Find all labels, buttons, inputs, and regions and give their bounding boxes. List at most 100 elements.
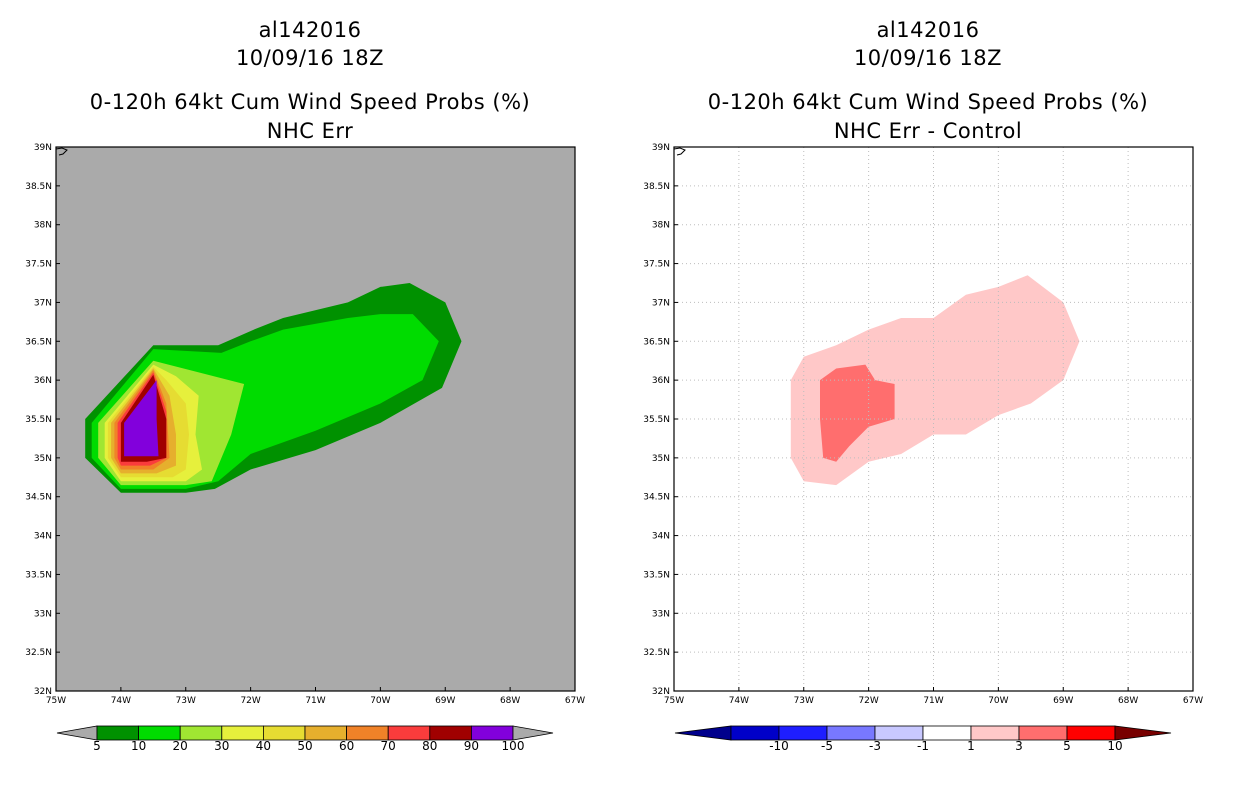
left-y-tick-label: 36N bbox=[34, 376, 52, 386]
left-plot: 75W 74W 73W 72W 71W 70W 69W 68W 67W 32N 32.5N 33N 33… bbox=[25, 143, 585, 706]
left-coastline bbox=[55, 147, 68, 156]
left-colorbar-swatch bbox=[96, 725, 139, 741]
right-colorbar-swatch bbox=[970, 725, 1020, 741]
right-contour-1 bbox=[790, 275, 1080, 486]
right-colorbar-end-arrow bbox=[1114, 725, 1172, 741]
right-colorbar-swatch bbox=[1018, 725, 1068, 741]
left-x-tick-label: 74W bbox=[111, 696, 131, 706]
left-colorbar-swatch bbox=[304, 725, 347, 741]
right-x-tick-label: 68W bbox=[1118, 696, 1138, 706]
right-x-tick-label: 74W bbox=[729, 696, 749, 706]
right-colorbar-swatch bbox=[778, 725, 828, 741]
left-y-tick-label: 32.5N bbox=[25, 648, 52, 658]
left-colorbar-swatch bbox=[138, 725, 181, 741]
left-y-tick-label: 32N bbox=[34, 687, 52, 697]
right-y-tick-label: 35N bbox=[652, 454, 670, 464]
left-colorbar-swatch bbox=[429, 725, 472, 741]
right-y-tick-label: 38N bbox=[652, 221, 670, 231]
left-colorbar-label: 20 bbox=[173, 739, 188, 753]
left-colorbar-swatch bbox=[179, 725, 223, 741]
right-colorbar-label: 5 bbox=[1063, 739, 1071, 753]
right-colorbar-start-arrow bbox=[674, 725, 732, 741]
right-colorbar-label: 1 bbox=[967, 739, 975, 753]
right-colorbar-label: -3 bbox=[869, 739, 881, 753]
left-colorbar-label: 80 bbox=[422, 739, 437, 753]
right-y-tick-label: 36.5N bbox=[643, 337, 670, 347]
right-coastline bbox=[673, 147, 686, 156]
right-colorbar-swatch bbox=[730, 725, 780, 741]
left-contour-90 bbox=[124, 380, 159, 457]
right-y-tick-label: 38.5N bbox=[643, 182, 670, 192]
left-colorbar-swatch bbox=[262, 725, 306, 741]
left-y-tick-label: 36.5N bbox=[25, 337, 52, 347]
left-colorbar-swatch bbox=[346, 725, 389, 741]
left-y-tick-label: 38.5N bbox=[25, 182, 52, 192]
left-x-tick-label: 73W bbox=[176, 696, 196, 706]
right-x-tick-label: 69W bbox=[1053, 696, 1073, 706]
left-x-tick-label: 72W bbox=[240, 696, 260, 706]
left-colorbar-swatch bbox=[387, 725, 431, 741]
left-storm-id: al142016 bbox=[258, 18, 362, 42]
right-x-tick-label: 75W bbox=[664, 696, 684, 706]
right-y-tick-label: 33.5N bbox=[643, 570, 670, 580]
left-colorbar-label: 50 bbox=[297, 739, 312, 753]
left-colorbar-end-arrow bbox=[512, 725, 554, 741]
left-x-tick-label: 70W bbox=[370, 696, 390, 706]
right-colorbar-label: 10 bbox=[1107, 739, 1122, 753]
right-colorbar-swatch bbox=[922, 725, 972, 741]
left-colorbar-label: 30 bbox=[214, 739, 229, 753]
right-colorbar-label: 3 bbox=[1015, 739, 1023, 753]
right-y-tick-label: 34.5N bbox=[643, 493, 670, 503]
left-colorbar-label: 90 bbox=[464, 739, 479, 753]
left-colorbar-label: 5 bbox=[93, 739, 101, 753]
right-y-tick-label: 37.5N bbox=[643, 260, 670, 270]
left-x-tick-label: 67W bbox=[565, 696, 585, 706]
right-x-tick-label: 70W bbox=[988, 696, 1008, 706]
left-colorbar-swatch bbox=[221, 725, 264, 741]
left-chart-title: 0-120h 64kt Cum Wind Speed Probs (%) bbox=[89, 90, 531, 114]
right-chart-title: 0-120h 64kt Cum Wind Speed Probs (%) bbox=[707, 90, 1149, 114]
right-storm-id: al142016 bbox=[876, 18, 980, 42]
left-datetime: 10/09/16 18Z bbox=[235, 46, 385, 70]
right-colorbar-label: -5 bbox=[821, 739, 833, 753]
right-colorbar: -10 -5 -3 -1 1 3 5 10 bbox=[674, 725, 1172, 753]
right-colorbar-swatch bbox=[1066, 725, 1116, 741]
right-colorbar-swatch bbox=[874, 725, 924, 741]
left-y-tick-label: 38N bbox=[34, 221, 52, 231]
left-y-tick-label: 35N bbox=[34, 454, 52, 464]
right-y-tick-label: 36N bbox=[652, 376, 670, 386]
left-y-tick-label: 39N bbox=[34, 143, 52, 153]
left-colorbar: 5 10 20 30 40 50 60 70 80 90 100 bbox=[56, 725, 554, 753]
right-datetime: 10/09/16 18Z bbox=[853, 46, 1003, 70]
right-y-tick-label: 34N bbox=[652, 532, 670, 542]
right-x-tick-label: 71W bbox=[923, 696, 943, 706]
right-plot: 75W 74W 73W 72W 71W 70W 69W 68W 67W 32N 32.5N 33N 33… bbox=[643, 143, 1203, 706]
left-y-tick-label: 34.5N bbox=[25, 493, 52, 503]
left-colorbar-label: 100 bbox=[502, 739, 525, 753]
left-y-tick-label: 33N bbox=[34, 609, 52, 619]
left-colorbar-label: 60 bbox=[339, 739, 354, 753]
right-y-tick-label: 32N bbox=[652, 687, 670, 697]
right-y-tick-label: 35.5N bbox=[643, 415, 670, 425]
right-colorbar-label: -10 bbox=[769, 739, 789, 753]
right-colorbar-swatch bbox=[826, 725, 876, 741]
right-x-tick-label: 73W bbox=[794, 696, 814, 706]
right-chart-subtitle: NHC Err - Control bbox=[833, 119, 1023, 143]
right-x-tick-label: 67W bbox=[1183, 696, 1203, 706]
left-colorbar-label: 40 bbox=[256, 739, 271, 753]
left-y-tick-label: 35.5N bbox=[25, 415, 52, 425]
left-x-tick-label: 68W bbox=[500, 696, 520, 706]
left-y-tick-label: 37N bbox=[34, 298, 52, 308]
left-x-tick-label: 75W bbox=[46, 696, 66, 706]
left-x-tick-label: 69W bbox=[435, 696, 455, 706]
left-colorbar-swatch bbox=[470, 725, 514, 741]
right-x-tick-label: 72W bbox=[858, 696, 878, 706]
right-contour-3 bbox=[820, 364, 895, 462]
left-colorbar-label: 10 bbox=[131, 739, 146, 753]
left-x-tick-label: 71W bbox=[305, 696, 325, 706]
right-y-tick-label: 39N bbox=[652, 143, 670, 153]
right-colorbar-label: -1 bbox=[917, 739, 929, 753]
right-y-tick-label: 33N bbox=[652, 609, 670, 619]
left-colorbar-label: 70 bbox=[381, 739, 396, 753]
